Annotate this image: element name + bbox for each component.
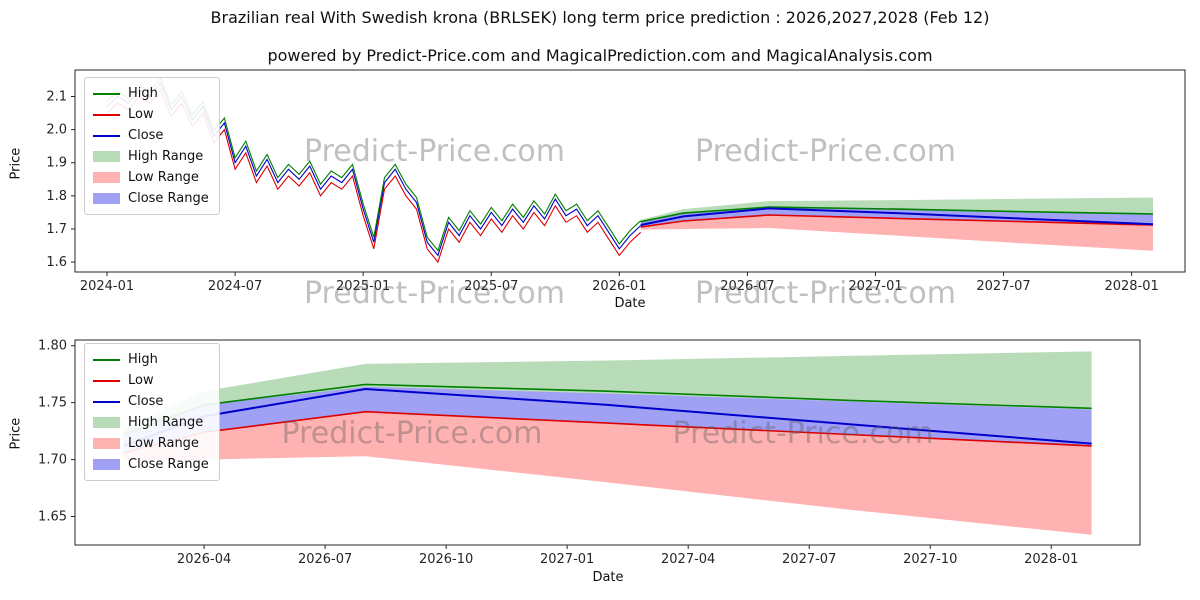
legend-line-swatch xyxy=(93,400,120,403)
y-tick-label: 1.6 xyxy=(46,255,67,270)
x-tick-label: 2024-01 xyxy=(80,279,134,294)
x-tick-label: 2028-01 xyxy=(1024,552,1078,567)
legend-item: Close xyxy=(93,391,209,412)
axes-box xyxy=(74,339,1141,546)
y-tick-label: 2.1 xyxy=(46,89,67,104)
y-tick-label: 1.9 xyxy=(46,156,67,171)
x-tick-label: 2027-07 xyxy=(782,552,836,567)
close-range-band xyxy=(123,386,1092,453)
x-tick-label: 2027-07 xyxy=(976,279,1030,294)
legend-label: Close Range xyxy=(128,457,209,472)
legend-line-swatch xyxy=(93,92,120,95)
top-chart-y-axis-label: Price xyxy=(8,147,24,180)
legend-band-swatch xyxy=(93,417,120,428)
y-tick-label: 1.80 xyxy=(38,339,67,354)
legend-band-swatch xyxy=(93,172,120,183)
y-tick-label: 1.7 xyxy=(46,222,67,237)
legend-label: Low Range xyxy=(128,436,199,451)
subtitle: powered by Predict-Price.com and Magical… xyxy=(267,46,933,65)
bottom-chart-x-axis-label: Date xyxy=(592,570,624,585)
y-tick-label: 1.75 xyxy=(38,396,67,411)
x-tick-label: 2026-10 xyxy=(419,552,473,567)
legend-item: Close Range xyxy=(93,188,209,209)
x-tick-label: 2027-01 xyxy=(540,552,594,567)
bottom-chart-y-axis-label: Price xyxy=(8,417,24,450)
legend-item: Low xyxy=(93,370,209,391)
legend-line-swatch xyxy=(93,113,120,116)
legend-label: Low Range xyxy=(128,170,199,185)
legend-label: Low xyxy=(128,107,154,122)
x-tick-label: 2024-07 xyxy=(208,279,262,294)
legend-label: Low xyxy=(128,373,154,388)
axes-box xyxy=(74,69,1186,273)
legend-label: Close Range xyxy=(128,191,209,206)
x-tick-label: 2027-01 xyxy=(848,279,902,294)
legend-line-swatch xyxy=(93,379,120,382)
forecast-low-line xyxy=(640,214,1154,228)
legend-line-swatch xyxy=(93,134,120,137)
x-tick-label: 2025-01 xyxy=(336,279,390,294)
low-range-band xyxy=(123,411,1092,535)
bottom-chart-legend: High Low Close High Range Low Range Close Ran… xyxy=(84,343,220,481)
top-chart-x-axis-label: Date xyxy=(614,296,646,311)
y-tick-label: 2.0 xyxy=(46,123,67,138)
legend-item: Low xyxy=(93,104,209,125)
legend-item: Close xyxy=(93,125,209,146)
x-tick-label: 2026-01 xyxy=(592,279,646,294)
low-range-band xyxy=(640,215,1153,251)
forecast-high-line xyxy=(640,206,1154,223)
legend-item: High Range xyxy=(93,412,209,433)
legend-label: High Range xyxy=(128,149,204,164)
y-tick-label: 1.65 xyxy=(38,510,67,525)
legend-label: High xyxy=(128,352,158,367)
chart-forecast-zoom: 2026-04 2026-07 2026-10 2027-01 2027-04 2027-… xyxy=(38,339,1141,567)
legend-label: High xyxy=(128,86,158,101)
legend-label: Close xyxy=(128,394,164,409)
legend-line-swatch xyxy=(93,358,120,361)
legend-label: Close xyxy=(128,128,164,143)
x-tick-label: 2026-04 xyxy=(177,552,231,567)
close-range-band xyxy=(640,207,1153,227)
x-tick-label: 2027-04 xyxy=(661,552,715,567)
legend-item: High xyxy=(93,349,209,370)
x-tick-label: 2028-01 xyxy=(1104,279,1158,294)
page-title: Brazilian real With Swedish krona (BRLSE… xyxy=(210,8,990,27)
legend-band-swatch xyxy=(93,438,120,449)
legend-label: High Range xyxy=(128,415,204,430)
high-range-band xyxy=(123,351,1092,435)
legend-band-swatch xyxy=(93,193,120,204)
legend-item: Low Range xyxy=(93,167,209,188)
legend-item: High xyxy=(93,83,209,104)
legend-item: Close Range xyxy=(93,454,209,475)
legend-item: High Range xyxy=(93,146,209,167)
legend-band-swatch xyxy=(93,151,120,162)
top-chart-legend: High Low Close High Range Low Range Close Ran… xyxy=(84,77,220,215)
y-tick-label: 1.8 xyxy=(46,189,67,204)
x-tick-label: 2026-07 xyxy=(298,552,352,567)
x-tick-label: 2026-07 xyxy=(720,279,774,294)
x-tick-label: 2025-07 xyxy=(464,279,518,294)
legend-band-swatch xyxy=(93,459,120,470)
chart-full: 2024-01 2024-07 2025-01 2025-07 2026-01 2026-… xyxy=(46,69,1186,294)
x-tick-label: 2027-10 xyxy=(903,552,957,567)
legend-item: Low Range xyxy=(93,433,209,454)
forecast-close-line xyxy=(640,207,1154,226)
y-tick-label: 1.70 xyxy=(38,453,67,468)
